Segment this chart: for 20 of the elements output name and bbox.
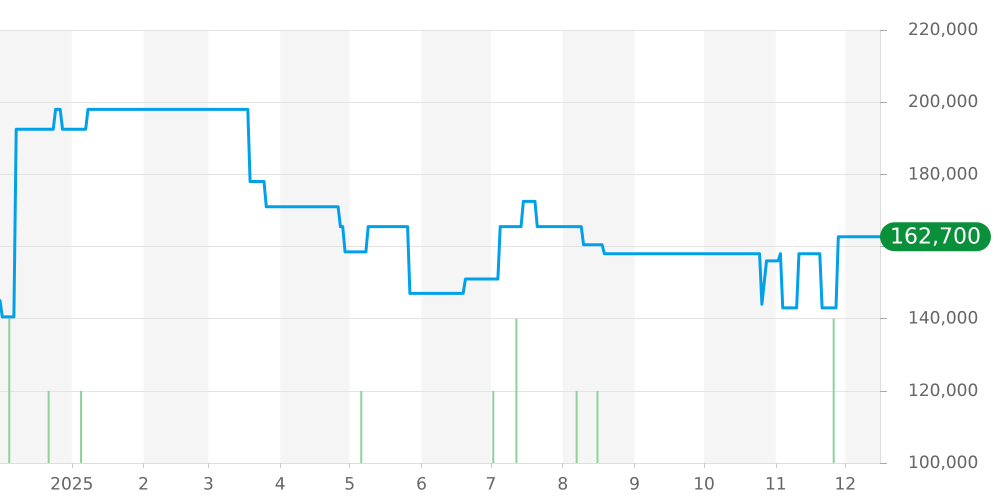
x-tick-label: 4 — [274, 474, 286, 494]
y-tick-label: 200,000 — [908, 92, 978, 112]
y-tick-label: 180,000 — [908, 164, 978, 184]
x-tick-label: 12 — [834, 474, 856, 494]
x-tick-label: 5 — [344, 474, 356, 494]
y-tick-label: 100,000 — [908, 453, 978, 473]
annotation: 162,700 — [890, 224, 981, 250]
x-tick-label: 11 — [764, 474, 787, 494]
x-tick-label: 2025 — [50, 474, 94, 494]
y-tick-label: 220,000 — [908, 20, 978, 40]
x-tick-label: 10 — [693, 474, 715, 494]
y-tick-label: 140,000 — [908, 308, 978, 329]
x-tick-label: 8 — [557, 474, 568, 494]
x-tick-label: 9 — [629, 474, 640, 494]
x-tick-label: 6 — [416, 474, 427, 494]
x-tick-label: 3 — [203, 474, 214, 494]
x-tick-label: 7 — [486, 474, 496, 494]
line-series — [0, 108, 882, 318]
x-tick-label: 2 — [138, 474, 149, 494]
y-tick-label: 120,000 — [908, 380, 978, 401]
